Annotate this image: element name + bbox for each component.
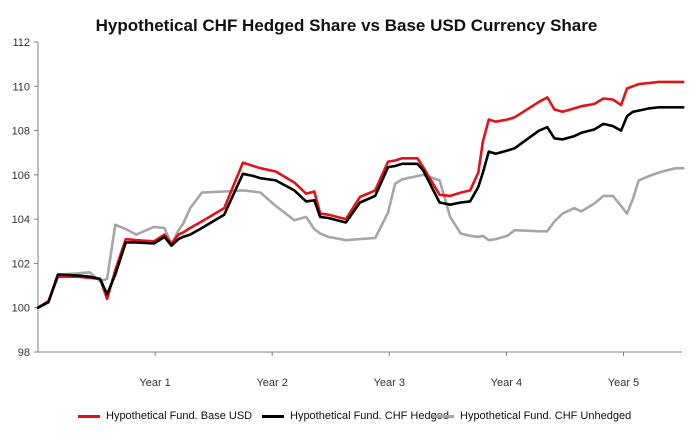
x-tick-label: Year 5 xyxy=(608,377,639,389)
y-tick-label: 98 xyxy=(18,347,30,359)
x-tick-label: Year 4 xyxy=(491,377,522,389)
x-tick-label: Year 2 xyxy=(256,377,287,389)
y-tick-label: 106 xyxy=(12,170,30,182)
chart-legend: Hypothetical Fund. Base USD Hypothetical … xyxy=(0,410,693,430)
series-line-2 xyxy=(36,166,685,310)
y-tick-label: 104 xyxy=(12,214,30,226)
y-tick-label: 100 xyxy=(12,303,30,315)
y-tick-label: 102 xyxy=(12,258,30,270)
chart-title: Hypothetical CHF Hedged Share vs Base US… xyxy=(95,16,598,35)
series-line-1 xyxy=(36,106,685,310)
legend-item: Hypothetical Fund. Base USD xyxy=(78,410,252,422)
legend-label: Hypothetical Fund. CHF Unhedged xyxy=(460,410,632,422)
y-tick-label: 112 xyxy=(12,37,30,49)
x-tick-label: Year 3 xyxy=(374,377,405,389)
legend-item: Hypothetical Fund. CHF Hedged xyxy=(262,410,449,422)
legend-item: Hypothetical Fund. CHF Unhedged xyxy=(432,410,631,422)
legend-swatch xyxy=(262,414,284,418)
legend-label: Hypothetical Fund. CHF Hedged xyxy=(290,410,449,422)
series-line-0 xyxy=(36,80,685,310)
y-tick-label: 110 xyxy=(12,81,30,93)
legend-swatch xyxy=(78,414,100,418)
legend-swatch xyxy=(432,414,454,418)
legend-label: Hypothetical Fund. Base USD xyxy=(106,410,253,422)
x-tick-label: Year 1 xyxy=(139,377,170,389)
y-tick-label: 108 xyxy=(12,126,30,138)
